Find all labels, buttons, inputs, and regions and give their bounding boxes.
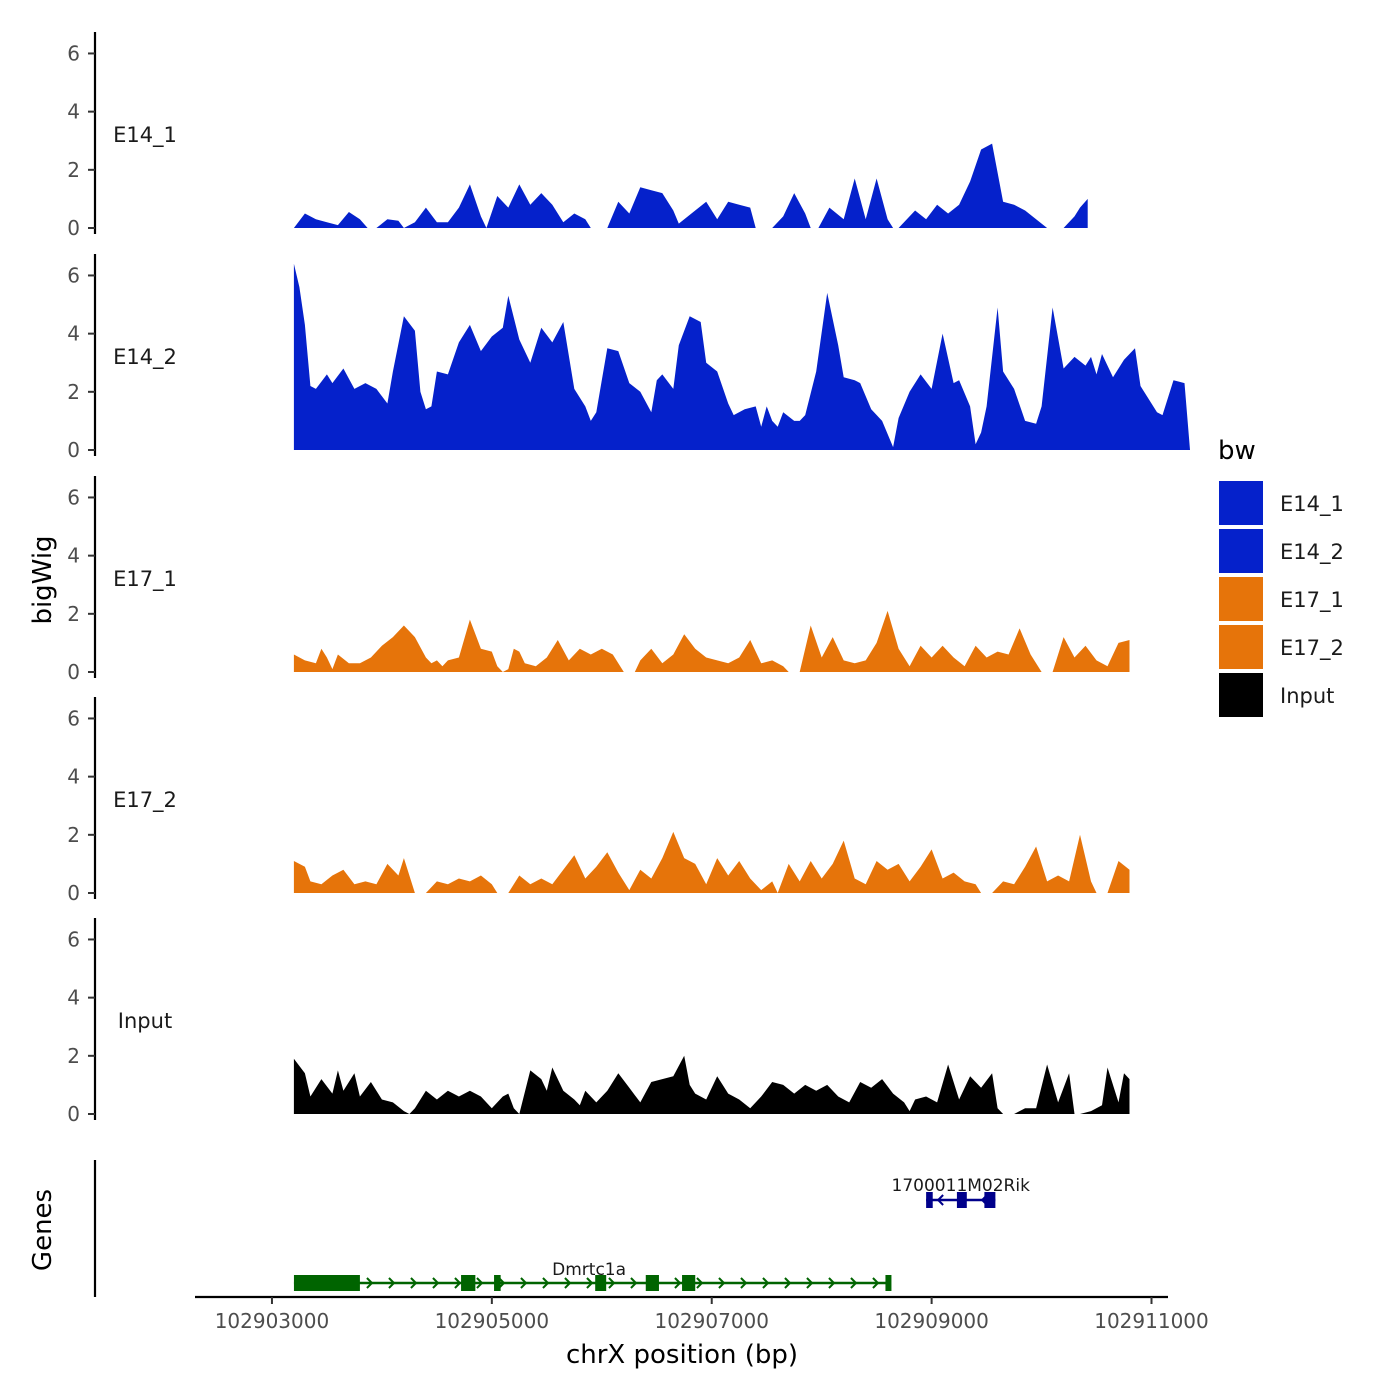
- x-axis: 102903000 102905000 102907000 102909000 1029…: [195, 1295, 1209, 1333]
- strand-arrow: [806, 1277, 814, 1289]
- y-tick-label: 2: [67, 1044, 80, 1068]
- coverage-area: [293, 1055, 1130, 1114]
- strand-arrow: [366, 1277, 374, 1289]
- gene-exon: [984, 1192, 996, 1208]
- strand-arrow: [936, 1194, 944, 1206]
- gene-label: Dmrtc1a: [552, 1260, 626, 1280]
- legend-label: E14_2: [1280, 540, 1344, 565]
- strand-arrow: [828, 1277, 836, 1289]
- y-tick-label: 0: [67, 438, 80, 462]
- legend-swatch: [1217, 527, 1265, 575]
- strand-arrow: [784, 1277, 792, 1289]
- gene-exon: [682, 1275, 696, 1291]
- coverage-area: [293, 831, 1130, 893]
- strand-arrow: [674, 1277, 682, 1289]
- legend-title: bw: [1218, 436, 1256, 466]
- strand-arrow: [762, 1277, 770, 1289]
- gene-exon: [926, 1192, 933, 1208]
- gene-exon: [645, 1275, 659, 1291]
- track-e17-2: 0 2 4 6 E17_2: [67, 697, 1130, 905]
- y-tick-label: 6: [67, 927, 80, 951]
- y-tick-label: 6: [67, 41, 80, 65]
- strand-arrow: [476, 1277, 484, 1289]
- legend-label: E17_2: [1280, 636, 1344, 661]
- coverage-tracks: 0 2 4 6 E14_1 0 2 4 6 E14_2 0 2 4 6 E17_1 0 2 4 6 E17_2 0 2 4 6…: [67, 32, 1190, 1126]
- y-axis-title: bigWig: [28, 535, 58, 624]
- strand-arrow: [410, 1277, 418, 1289]
- strand-arrow: [850, 1277, 858, 1289]
- track-label: E14_1: [113, 123, 177, 148]
- strand-arrow: [432, 1277, 440, 1289]
- track-label: E17_1: [113, 567, 177, 592]
- track-label: E14_2: [113, 345, 177, 370]
- gene-exon: [595, 1275, 607, 1291]
- track-label: E17_2: [113, 788, 177, 813]
- x-tick-label: 102903000: [215, 1309, 330, 1333]
- gene-exon: [885, 1275, 892, 1291]
- legend: bw E14_1 E14_2 E17_1 E17_2 Input: [1217, 436, 1344, 719]
- track-e14-1: 0 2 4 6 E14_1: [67, 32, 1088, 240]
- x-tick-label: 102905000: [435, 1309, 550, 1333]
- y-tick-label: 6: [67, 706, 80, 730]
- gene-track: 1700011M02Rik Dmrtc1a: [93, 1160, 1031, 1297]
- strand-arrow: [586, 1277, 594, 1289]
- gene-label: 1700011M02Rik: [892, 1176, 1031, 1196]
- y-tick-label: 2: [67, 380, 80, 404]
- y-tick-label: 0: [67, 1102, 80, 1126]
- y-tick-label: 4: [67, 322, 80, 346]
- y-tick-label: 0: [67, 881, 80, 905]
- track-label: Input: [118, 1009, 172, 1033]
- gene-exon: [293, 1275, 360, 1291]
- y-tick-label: 4: [67, 765, 80, 789]
- x-tick-label: 102911000: [1094, 1309, 1209, 1333]
- coverage-area: [293, 263, 1190, 450]
- strand-arrow: [740, 1277, 748, 1289]
- strand-arrow: [872, 1277, 880, 1289]
- strand-arrow: [388, 1277, 396, 1289]
- x-axis-title: chrX position (bp): [566, 1340, 798, 1370]
- y-tick-label: 4: [67, 100, 80, 124]
- coverage-area: [293, 143, 1088, 228]
- legend-label: E17_1: [1280, 588, 1344, 613]
- y-tick-label: 2: [67, 158, 80, 182]
- gene-exon: [956, 1192, 967, 1208]
- y-tick-label: 0: [67, 216, 80, 240]
- strand-arrow: [454, 1277, 462, 1289]
- y-tick-label: 2: [67, 823, 80, 847]
- legend-label: Input: [1280, 684, 1334, 708]
- genes-axis-title: Genes: [28, 1189, 58, 1271]
- legend-swatch: [1217, 623, 1265, 671]
- legend-swatch: [1217, 671, 1265, 719]
- strand-arrow: [718, 1277, 726, 1289]
- y-tick-label: 0: [67, 660, 80, 684]
- strand-arrow: [696, 1277, 704, 1289]
- strand-arrow: [608, 1277, 616, 1289]
- gene-1700011m02rik: 1700011M02Rik: [892, 1176, 1031, 1208]
- x-tick-label: 102907000: [654, 1309, 769, 1333]
- y-tick-label: 4: [67, 986, 80, 1010]
- gene-exon: [461, 1275, 476, 1291]
- strand-arrow: [542, 1277, 550, 1289]
- strand-arrow: [520, 1277, 528, 1289]
- strand-arrow: [630, 1277, 638, 1289]
- track-input: 0 2 4 6 Input: [67, 918, 1130, 1126]
- gene-dmrtc1a: Dmrtc1a: [293, 1260, 892, 1291]
- legend-swatch: [1217, 479, 1265, 527]
- y-tick-label: 6: [67, 485, 80, 509]
- legend-swatch: [1217, 575, 1265, 623]
- gene-exon: [494, 1275, 501, 1291]
- y-tick-label: 2: [67, 602, 80, 626]
- track-e14-2: 0 2 4 6 E14_2: [67, 254, 1190, 462]
- strand-arrow: [564, 1277, 572, 1289]
- track-e17-1: 0 2 4 6 E17_1: [67, 476, 1130, 684]
- legend-label: E14_1: [1280, 492, 1344, 517]
- y-tick-label: 6: [67, 263, 80, 287]
- y-tick-label: 4: [67, 544, 80, 568]
- x-tick-label: 102909000: [874, 1309, 989, 1333]
- coverage-area: [293, 610, 1130, 672]
